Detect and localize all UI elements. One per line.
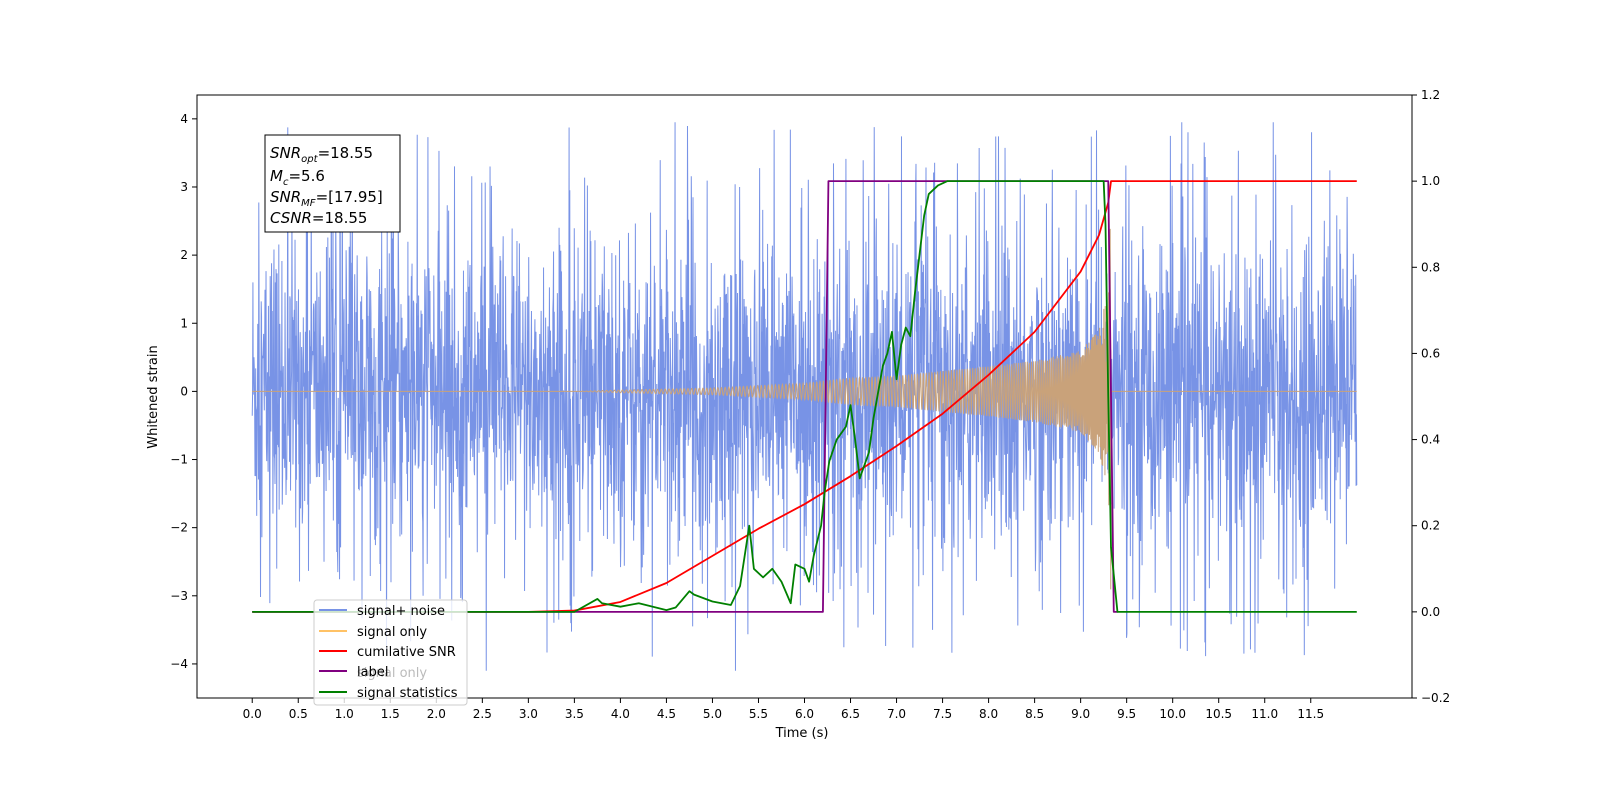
x-tick-label: 11.0 (1251, 707, 1278, 721)
x-axis: 0.0 0.5 1.0 1.5 2.0 2.5 3.0 3.5 4.0 4.5 5.0 5.5 6.0 6… (243, 698, 1324, 721)
series-signal-statistics (252, 180, 1357, 613)
x-tick-label: 2.5 (473, 707, 492, 721)
x-tick-label: 0.5 (289, 707, 308, 721)
legend-label: cumilative SNR (357, 645, 456, 660)
x-tick-label: 4.0 (611, 707, 630, 721)
x-tick-label: 3.0 (519, 707, 538, 721)
x-tick-label: 8.5 (1025, 707, 1044, 721)
y-right-tick-label: 0.8 (1421, 260, 1440, 274)
y-right-tick-label: 1.2 (1421, 88, 1440, 102)
y-tick-label: −1 (170, 453, 188, 467)
plot-area (251, 122, 1358, 671)
y-tick-label: 1 (180, 316, 188, 330)
y-tick-label: −2 (170, 521, 188, 535)
legend-entry-signal-noise: signal+ noise (319, 604, 445, 619)
legend-entry-label: label (319, 665, 388, 680)
y-right-tick-label: 0.4 (1421, 433, 1440, 447)
series-signal-only (252, 228, 1357, 590)
y-axis-right: −0.2 0.0 0.2 0.4 0.6 0.8 1.0 1.2 (1412, 88, 1450, 705)
legend-entry-cumulative-snr: cumilative SNR (319, 645, 456, 660)
y-right-tick-label: 0.0 (1421, 605, 1440, 619)
x-tick-label: 1.5 (381, 707, 400, 721)
x-tick-label: 9.5 (1117, 707, 1136, 721)
x-tick-label: 7.5 (933, 707, 952, 721)
legend-label: signal statistics (357, 686, 458, 701)
series-cumulative-snr (252, 180, 1357, 613)
y-tick-label: 3 (180, 180, 188, 194)
x-axis-label: Time (s) (775, 726, 829, 741)
y-tick-label: 4 (180, 112, 188, 126)
info-box: SNRopt=18.55 Mc=5.6 SNRMF=[17.95] CSNR=1… (264, 134, 401, 233)
y-tick-label: −4 (170, 657, 188, 671)
x-tick-label: 3.5 (565, 707, 584, 721)
x-tick-label: 8.0 (979, 707, 998, 721)
x-tick-label: 11.5 (1297, 707, 1324, 721)
x-tick-label: 10.5 (1205, 707, 1232, 721)
x-tick-label: 4.5 (657, 707, 676, 721)
legend-entry-signal-statistics: signal statistics (319, 686, 458, 701)
y-right-tick-label: 0.6 (1421, 346, 1440, 360)
info-line-mc: Mc=5.6 (270, 167, 325, 188)
info-line-snr-mf: SNRMF=[17.95] (270, 188, 383, 209)
x-tick-label: 10.0 (1159, 707, 1186, 721)
y-right-tick-label: 1.0 (1421, 174, 1440, 188)
y-tick-label: 2 (180, 248, 188, 262)
y-tick-label: 0 (180, 384, 188, 398)
y-tick-label: −3 (170, 589, 188, 603)
info-line-csnr: CSNR=18.55 (270, 209, 367, 227)
x-tick-label: 5.5 (749, 707, 768, 721)
y-axis-left: −4 −3 −2 −1 0 1 2 3 4 (170, 112, 197, 671)
legend: signal only signal+ noise signal only cu… (313, 599, 468, 706)
legend-label: label (357, 665, 388, 680)
x-tick-label: 6.5 (841, 707, 860, 721)
legend-label: signal+ noise (357, 604, 445, 619)
y-right-tick-label: 0.2 (1421, 519, 1440, 533)
legend-entry-signal-only: signal only (319, 625, 427, 640)
y-axis-label: Whitened strain (146, 345, 161, 448)
x-tick-label: 5.0 (703, 707, 722, 721)
y-right-tick-label: −0.2 (1421, 691, 1450, 705)
x-tick-label: 7.0 (887, 707, 906, 721)
x-tick-label: 9.0 (1071, 707, 1090, 721)
legend-hidden-entry: signal only (357, 666, 427, 681)
series-signal-noise (251, 122, 1358, 671)
x-tick-label: 1.0 (335, 707, 354, 721)
info-line-snr-opt: SNRopt=18.55 (270, 144, 373, 165)
x-tick-label: 2.0 (427, 707, 446, 721)
x-tick-label: 6.0 (795, 707, 814, 721)
x-tick-label: 0.0 (243, 707, 262, 721)
legend-label: signal only (357, 625, 427, 640)
